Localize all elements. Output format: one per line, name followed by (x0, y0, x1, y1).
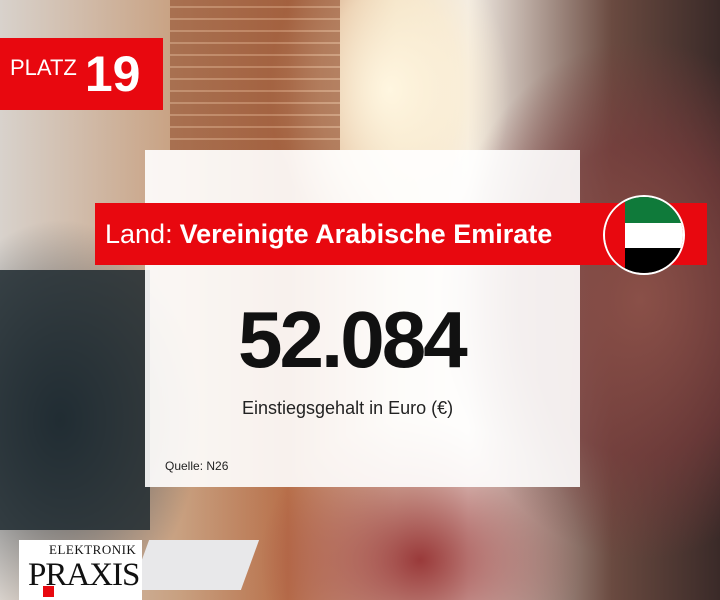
background-photo-monitor (0, 270, 150, 530)
source-note: Quelle: N26 (165, 459, 229, 473)
rank-label: PLATZ (10, 55, 77, 80)
logo-line1: ELEKTRONIK (49, 542, 137, 557)
rank-number: 19 (84, 46, 141, 102)
elektronik-praxis-logo: ELEKTRONIK PRAXIS (19, 540, 142, 600)
rank-badge: PLATZ 19 (0, 38, 163, 110)
salary-value: 52.084 (238, 295, 468, 384)
country-label: Land: (105, 218, 173, 249)
salary-caption: Einstiegsgehalt in Euro (€) (242, 398, 454, 418)
logo-square (43, 586, 54, 597)
country-name: Vereinigte Arabische Emirate (179, 218, 553, 249)
background-photo-brick (170, 0, 340, 150)
background-photo-keyboard (130, 540, 260, 590)
uae-flag-icon (603, 195, 685, 275)
